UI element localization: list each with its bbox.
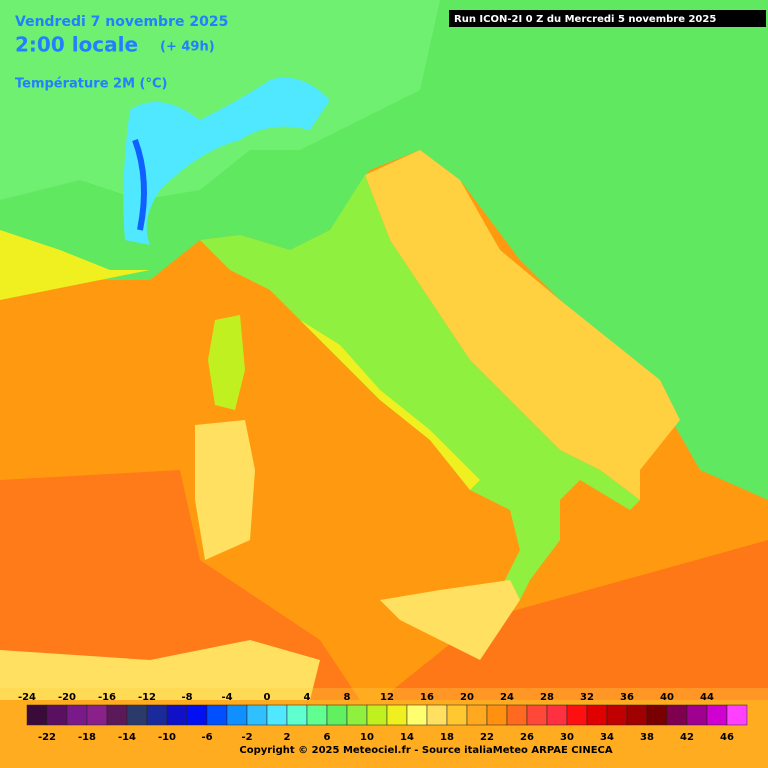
italy-coast — [300, 320, 480, 490]
colorbar-swatch — [486, 704, 508, 726]
colorbar-swatch — [186, 704, 208, 726]
colorbar-label: 26 — [520, 732, 534, 743]
lead: (+ 49h) — [160, 40, 215, 55]
land-alps-low — [0, 0, 440, 200]
colorbar-label: 16 — [420, 692, 434, 703]
colorbar-swatch — [646, 704, 668, 726]
colorbar: -24-22-20-18-16-14-12-10-8-6-4-202468101… — [18, 692, 748, 743]
colorbar-swatch — [266, 704, 288, 726]
sicily — [380, 580, 520, 660]
colorbar-swatch — [286, 704, 308, 726]
alps-cold — [123, 77, 330, 245]
colorbar-label: 30 — [560, 732, 574, 743]
sea-warm — [380, 540, 768, 700]
land-coast — [0, 230, 150, 300]
colorbar-label: 10 — [360, 732, 374, 743]
colorbar-label: 40 — [660, 692, 674, 703]
sardinia — [195, 420, 255, 560]
colorbar-swatch — [686, 704, 708, 726]
colorbar-label: -18 — [78, 732, 96, 743]
date: Vendredi 7 novembre 2025 — [15, 14, 228, 30]
colorbar-swatch — [346, 704, 368, 726]
colorbar-label: 2 — [284, 732, 291, 743]
colorbar-label: -10 — [158, 732, 176, 743]
colorbar-swatch — [566, 704, 588, 726]
colorbar-label: -8 — [181, 692, 192, 703]
colorbar-label: 12 — [380, 692, 394, 703]
parameter: Température 2M (°C) — [15, 77, 167, 92]
colorbar-label: -14 — [118, 732, 136, 743]
colorbar-swatch — [326, 704, 348, 726]
colorbar-swatch — [26, 704, 48, 726]
colorbar-label: 44 — [700, 692, 714, 703]
colorbar-swatch — [226, 704, 248, 726]
colorbar-label: -22 — [38, 732, 56, 743]
alps-coldest — [132, 138, 147, 231]
colorbar-label: -4 — [221, 692, 232, 703]
colorbar-swatch — [586, 704, 608, 726]
colorbar-swatch — [246, 704, 268, 726]
colorbar-label: 34 — [600, 732, 614, 743]
adriatic — [365, 150, 680, 500]
colorbar-swatch — [626, 704, 648, 726]
colorbar-swatch — [526, 704, 548, 726]
colorbar-label: 22 — [480, 732, 494, 743]
north-africa — [0, 640, 320, 700]
colorbar-label: -12 — [138, 692, 156, 703]
colorbar-swatch — [726, 704, 748, 726]
colorbar-swatch — [306, 704, 328, 726]
colorbar-label: -2 — [241, 732, 252, 743]
colorbar-swatch — [386, 704, 408, 726]
italy — [200, 175, 640, 600]
colorbar-swatch — [406, 704, 428, 726]
colorbar-label: 38 — [640, 732, 654, 743]
run-label: Run ICON-2I 0 Z du Mercredi 5 novembre 2… — [454, 14, 716, 25]
colorbar-label: -20 — [58, 692, 76, 703]
colorbar-swatch — [166, 704, 188, 726]
copyright: Copyright © 2025 Meteociel.fr - Source i… — [239, 745, 613, 756]
colorbar-swatch — [466, 704, 488, 726]
colorbar-swatch — [446, 704, 468, 726]
colorbar-swatch — [66, 704, 88, 726]
colorbar-label: 4 — [304, 692, 311, 703]
colorbar-label: -24 — [18, 692, 36, 703]
colorbar-swatch — [606, 704, 628, 726]
colorbar-swatch — [506, 704, 528, 726]
colorbar-label: -6 — [201, 732, 212, 743]
colorbar-swatch — [86, 704, 108, 726]
sea-warm — [0, 470, 360, 700]
colorbar-label: 24 — [500, 692, 514, 703]
colorbar-label: 20 — [460, 692, 474, 703]
colorbar-label: 14 — [400, 732, 414, 743]
run-box — [449, 10, 766, 27]
colorbar-label: 42 — [680, 732, 694, 743]
colorbar-label: 18 — [440, 732, 454, 743]
colorbar-swatch — [106, 704, 128, 726]
colorbar-swatch — [146, 704, 168, 726]
time: 2:00 locale — [15, 33, 138, 57]
colorbar-label: 28 — [540, 692, 554, 703]
legend-bg — [0, 688, 768, 768]
colorbar-swatch — [206, 704, 228, 726]
colorbar-label: 36 — [620, 692, 634, 703]
colorbar-swatch — [366, 704, 388, 726]
colorbar-swatch — [706, 704, 728, 726]
colorbar-swatch — [666, 704, 688, 726]
colorbar-label: -16 — [98, 692, 116, 703]
colorbar-swatch — [46, 704, 68, 726]
colorbar-label: 32 — [580, 692, 594, 703]
colorbar-label: 8 — [344, 692, 351, 703]
colorbar-swatch — [126, 704, 148, 726]
colorbar-label: 46 — [720, 732, 734, 743]
colorbar-swatch — [426, 704, 448, 726]
corsica — [208, 315, 245, 410]
colorbar-swatch — [546, 704, 568, 726]
colorbar-label: 0 — [264, 692, 271, 703]
colorbar-label: 6 — [324, 732, 331, 743]
